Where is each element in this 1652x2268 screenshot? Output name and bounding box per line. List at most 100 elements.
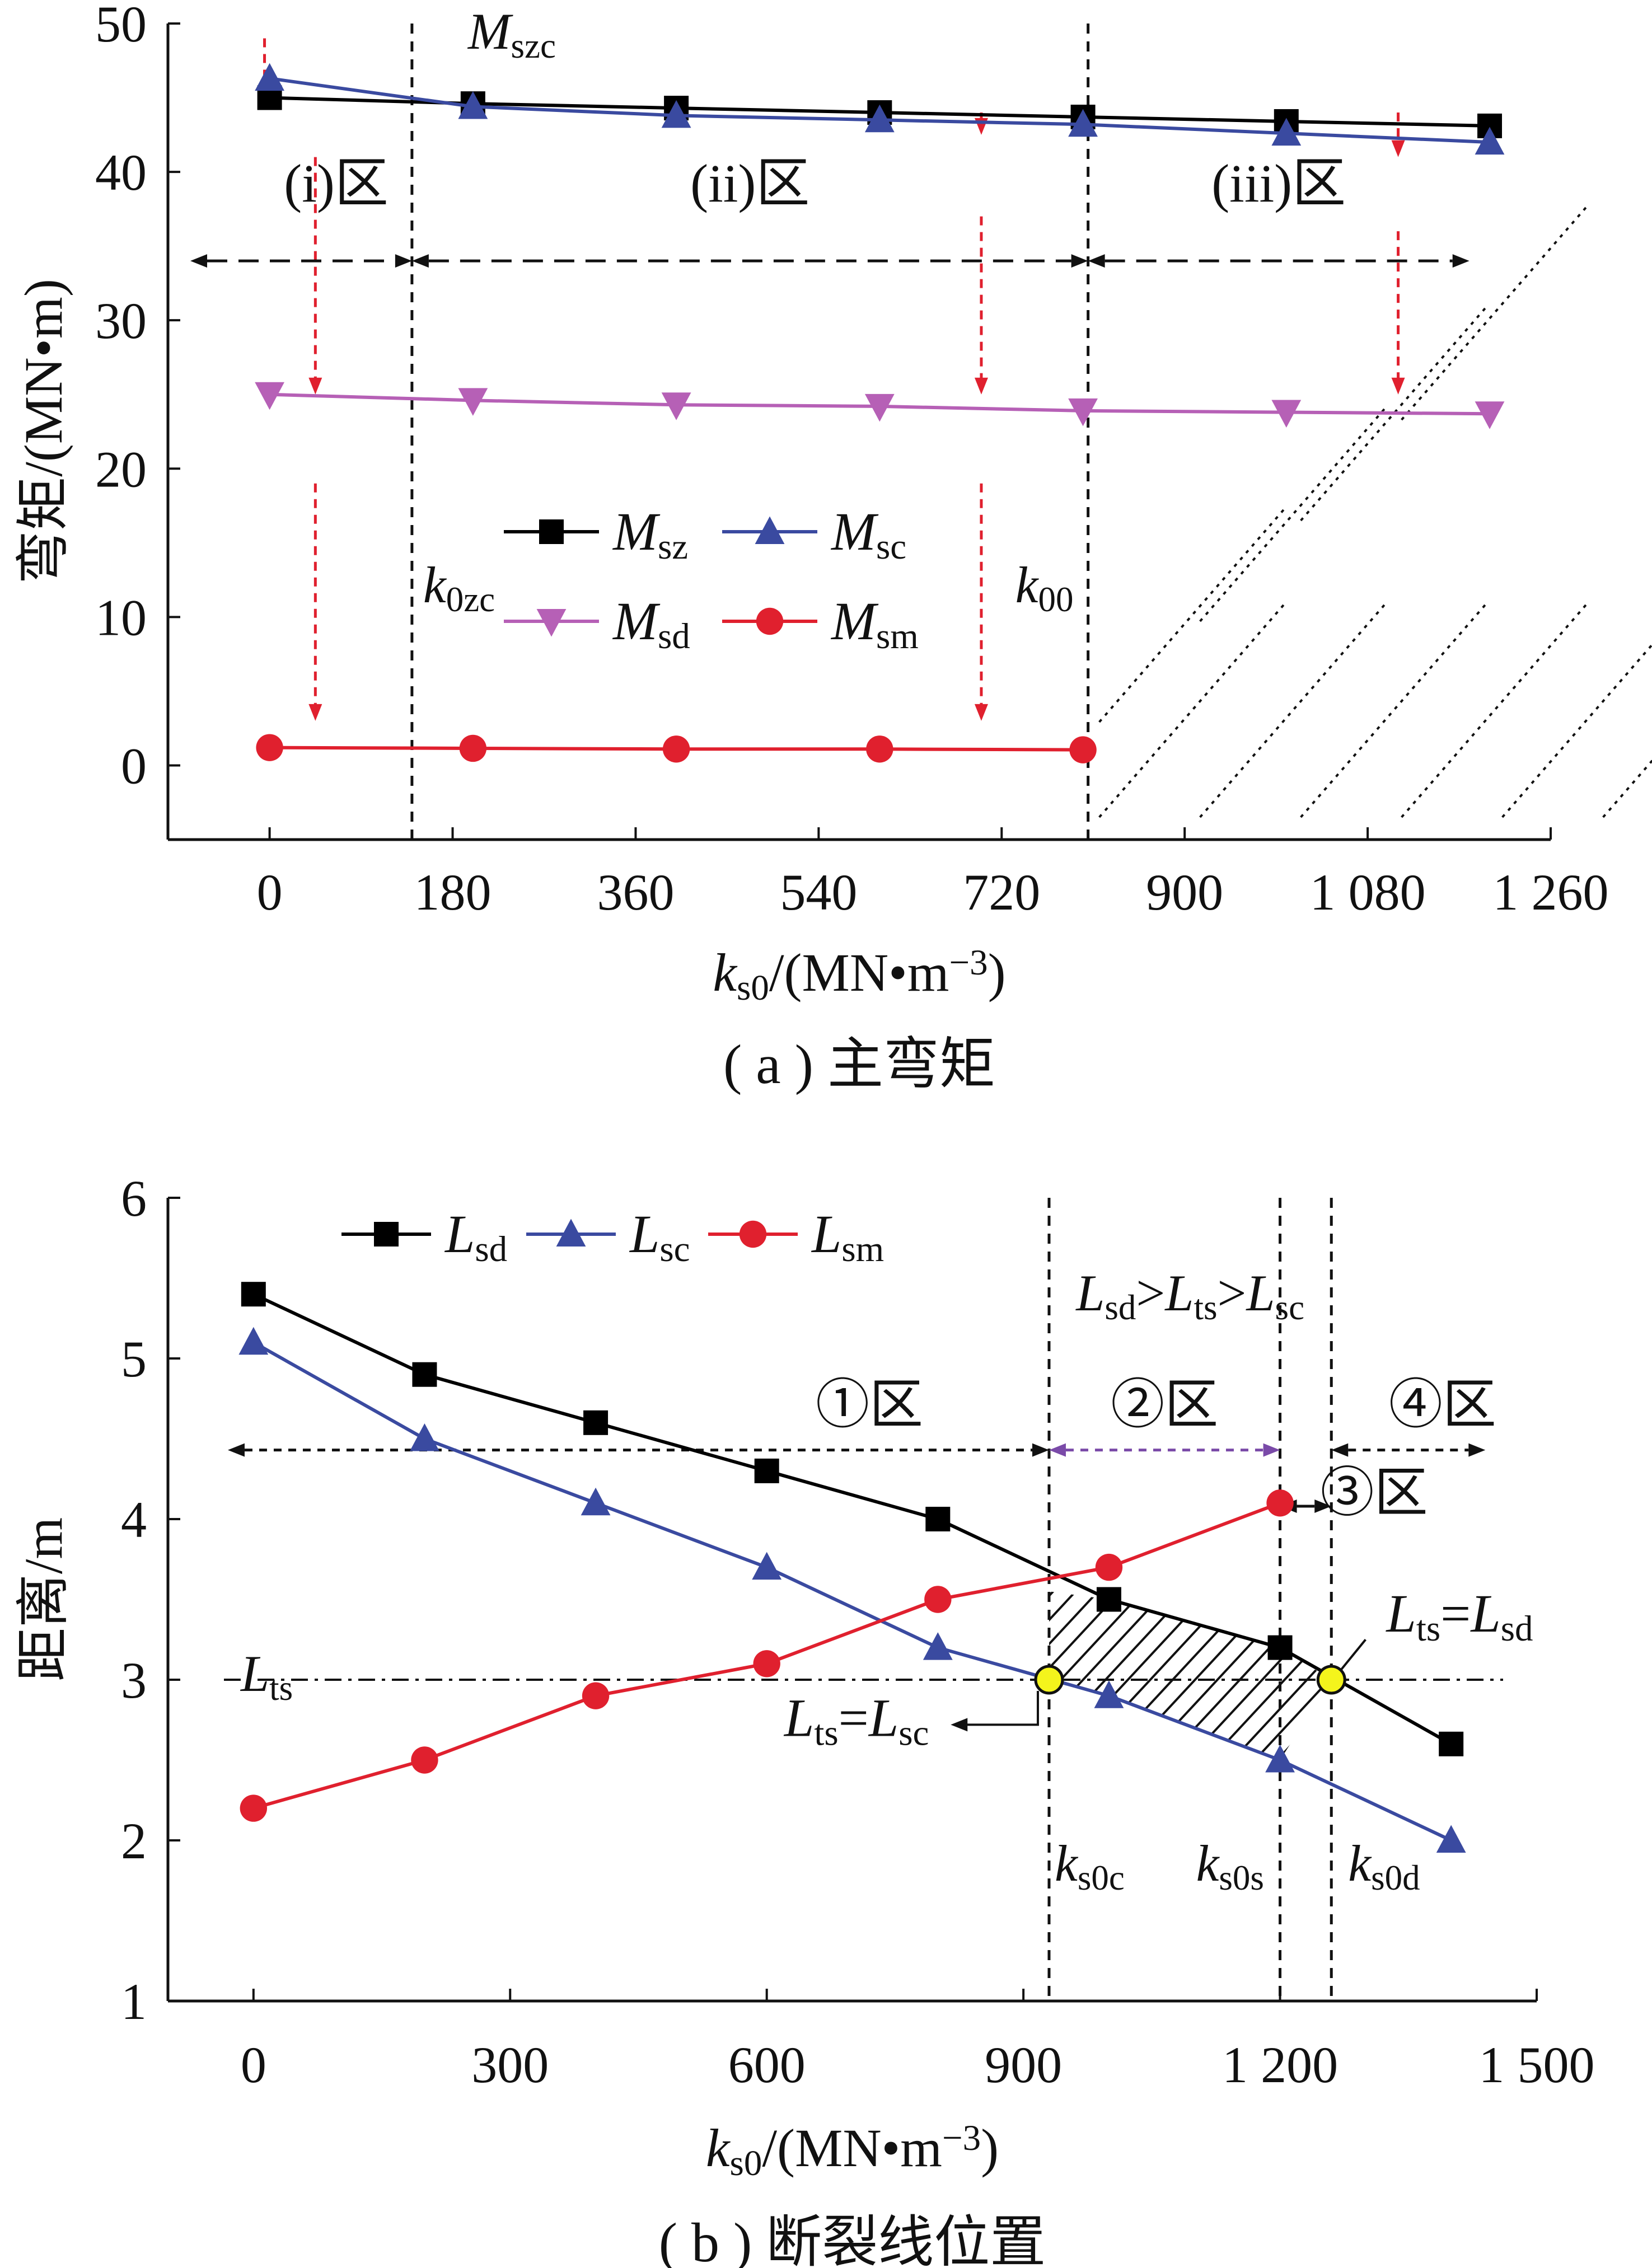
region-arrow-head	[1049, 1443, 1066, 1457]
hatch-line	[1401, 206, 1588, 421]
region-arrow-head	[411, 254, 429, 268]
legend-label: Msm	[830, 591, 919, 657]
series-l-sm	[240, 1489, 1294, 1822]
red-arrow-head	[308, 377, 322, 395]
y-axis-title: 弯矩/(MN•m)	[13, 279, 73, 584]
legend-label: Lsc	[629, 1204, 690, 1269]
region-label: ③区	[1321, 1463, 1428, 1523]
legend-swatch-marker	[556, 1219, 586, 1247]
data-point	[1271, 400, 1302, 428]
x-tick-label: 1 260	[1493, 864, 1609, 921]
legend-label: Msd	[612, 591, 690, 657]
legend-swatch-marker	[756, 607, 784, 635]
x-axis-title: ks0/(MN•m−3)	[713, 943, 1005, 1009]
y-tick-label: 4	[121, 1491, 147, 1548]
figure-caption: ( b ) 断裂线位置	[659, 2211, 1046, 2268]
region-arrows	[190, 254, 1470, 268]
y-tick-label: 0	[121, 737, 147, 794]
legend-swatch-marker	[374, 1222, 399, 1247]
region-arrow-head	[1452, 254, 1470, 268]
data-point	[1265, 1745, 1295, 1773]
intersection-point	[1316, 1665, 1346, 1695]
legend-label: Lsm	[811, 1204, 884, 1269]
vline-label: ks0c	[1055, 1835, 1125, 1897]
region-arrow-head	[395, 254, 412, 268]
data-point	[459, 734, 487, 762]
hatch-line	[1112, 1591, 1332, 1760]
hatch-line	[755, 1551, 979, 1792]
chart-panel-a: 0 10 20 30 40 50 0 180 360 540 720 900 1 080 1 260 ks0…	[13, 0, 1652, 1095]
red-arrow-head	[1391, 140, 1405, 157]
data-point	[754, 1458, 779, 1483]
data-point	[1475, 401, 1505, 429]
y-tick-label: 5	[121, 1330, 147, 1388]
legend-swatch-marker	[739, 1220, 767, 1248]
region-label: (iii)区	[1211, 153, 1346, 213]
hatch-line	[1049, 1591, 1204, 1760]
data-point	[923, 1632, 953, 1660]
vline-label: k0zc	[423, 556, 495, 619]
data-point	[410, 1423, 439, 1451]
hatch-line	[1199, 407, 1386, 622]
series-line	[252, 1292, 1452, 1746]
x-tick-label: 900	[1146, 864, 1223, 921]
data-point	[1094, 1680, 1124, 1708]
data-point	[1068, 109, 1098, 137]
legend-label: Msz	[612, 502, 688, 567]
region-label: ④区	[1389, 1375, 1496, 1435]
hatch-line	[1628, 1551, 1652, 1792]
y-tick-label: 2	[121, 1812, 147, 1869]
legend: Lsd Lsc Lsm	[341, 1204, 884, 1269]
hatch-line	[1049, 1591, 1181, 1760]
hatch-line	[1561, 1551, 1652, 1792]
data-point	[1068, 398, 1098, 427]
data-point	[1439, 1731, 1464, 1756]
vline-label: ks0s	[1196, 1835, 1264, 1897]
pointer-line	[954, 1691, 1039, 1726]
hatch-line	[598, 1551, 822, 1792]
data-point	[458, 91, 488, 119]
y-tick-label: 6	[121, 1170, 147, 1227]
region-arrow-head	[1314, 1499, 1332, 1513]
y-tick-label: 3	[121, 1652, 147, 1709]
x-tick-label: 1 080	[1310, 864, 1426, 921]
region-arrow-head	[1032, 1443, 1049, 1457]
data-point	[661, 100, 691, 128]
data-point	[924, 1586, 952, 1613]
hatch-region	[1098, 206, 1652, 818]
legend-swatch-marker	[755, 516, 785, 544]
x-tick-label: 1 500	[1479, 2036, 1595, 2093]
hatch-line	[1404, 1551, 1628, 1792]
x-tick-label: 360	[597, 864, 674, 921]
legend-swatch-marker	[536, 609, 567, 637]
vline-label: ks0d	[1348, 1835, 1420, 1897]
data-point	[1096, 1587, 1121, 1612]
data-point	[238, 1327, 269, 1355]
series-m-sm	[256, 734, 1097, 763]
x-tick-label: 180	[414, 864, 492, 921]
data-point	[256, 734, 283, 761]
hatch-line	[1300, 603, 1487, 818]
hatch-line	[643, 1551, 867, 1792]
hatch-line	[1199, 603, 1386, 818]
intersection-point	[1034, 1665, 1064, 1695]
region-label: ①区	[816, 1375, 923, 1435]
hatch-line	[1583, 1551, 1652, 1792]
region-arrow-head	[1071, 254, 1088, 268]
hatch-line	[1098, 603, 1285, 818]
x-axis-title: ks0/(MN•m−3)	[706, 2118, 999, 2184]
hatch-line	[1313, 1591, 1332, 1760]
x-tick-label: 540	[780, 864, 857, 921]
x-tick-label: 0	[241, 2036, 266, 2093]
data-point	[240, 1794, 268, 1822]
x-tick-label: 300	[471, 2036, 549, 2093]
hatch-line	[1602, 759, 1652, 818]
region-label: (ii)区	[690, 153, 809, 213]
top-label: Lsd>Lts>Lsc	[1075, 1264, 1304, 1327]
hatch-line	[1246, 1591, 1332, 1760]
y-tick-label: 20	[95, 441, 147, 498]
x-tick-label: 1 200	[1222, 2036, 1338, 2093]
legend-label: Lsd	[444, 1204, 507, 1269]
region-arrows	[227, 1443, 1486, 1513]
data-point	[1436, 1825, 1466, 1853]
